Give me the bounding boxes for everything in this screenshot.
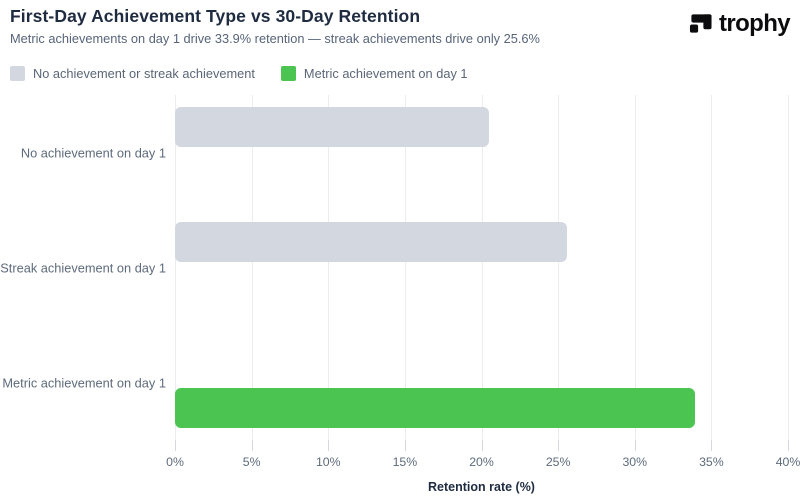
trophy-logo: trophy (689, 10, 791, 37)
gridline (251, 95, 253, 440)
axis-tick (251, 440, 253, 451)
axis-tick (634, 440, 636, 451)
bar-streak-achievement-on-day-1 (175, 221, 568, 262)
axis-tick (711, 440, 713, 451)
chart-subtitle: Metric achievements on day 1 drive 33.9%… (10, 31, 540, 46)
gridline (404, 95, 406, 440)
gridline (175, 95, 176, 440)
x-tick-label: 25% (545, 455, 571, 469)
legend-item: Metric achievement on day 1 (280, 66, 468, 81)
legend-swatch (10, 66, 25, 81)
gridline (558, 95, 560, 440)
x-tick-label: 0% (166, 455, 184, 469)
axis-tick (328, 440, 330, 451)
gridline (711, 95, 713, 440)
plot-area (175, 95, 789, 451)
x-tick-label: 15% (392, 455, 418, 469)
legend-item: No achievement or streak achievement (10, 66, 255, 81)
x-tick-label: 40% (775, 455, 800, 469)
axis-tick (788, 440, 789, 451)
category-label: Streak achievement on day 1 (0, 260, 166, 275)
x-tick-label: 20% (469, 455, 494, 469)
chart-title: First-Day Achievement Type vs 30-Day Ret… (10, 6, 421, 26)
legend-label: No achievement or streak achievement (33, 66, 255, 81)
legend-label: Metric achievement on day 1 (303, 66, 468, 81)
chart-legend: No achievement or streak achievement Metr… (10, 66, 468, 81)
gridline (634, 95, 636, 440)
trophy-logo-icon (689, 14, 712, 33)
x-tick-label: 10% (315, 455, 341, 469)
axis-tick (404, 440, 406, 451)
x-axis-title: Retention rate (%) (428, 480, 535, 494)
trophy-logo-text: trophy (718, 10, 791, 37)
category-label: Metric achievement on day 1 (2, 375, 166, 390)
legend-swatch (280, 66, 296, 81)
bar-metric-achievement-on-day-1 (175, 388, 695, 429)
gridline (328, 95, 330, 440)
x-tick-label: 5% (242, 455, 261, 469)
axis-tick (558, 440, 560, 451)
axis-tick (175, 440, 176, 451)
category-label: No achievement on day 1 (20, 145, 166, 160)
axis-tick (481, 440, 483, 451)
gridline (481, 95, 483, 440)
x-tick-label: 30% (622, 455, 648, 469)
bar-no-achievement-on-day-1 (175, 106, 490, 147)
gridline (788, 95, 789, 440)
x-tick-label: 35% (699, 455, 724, 469)
